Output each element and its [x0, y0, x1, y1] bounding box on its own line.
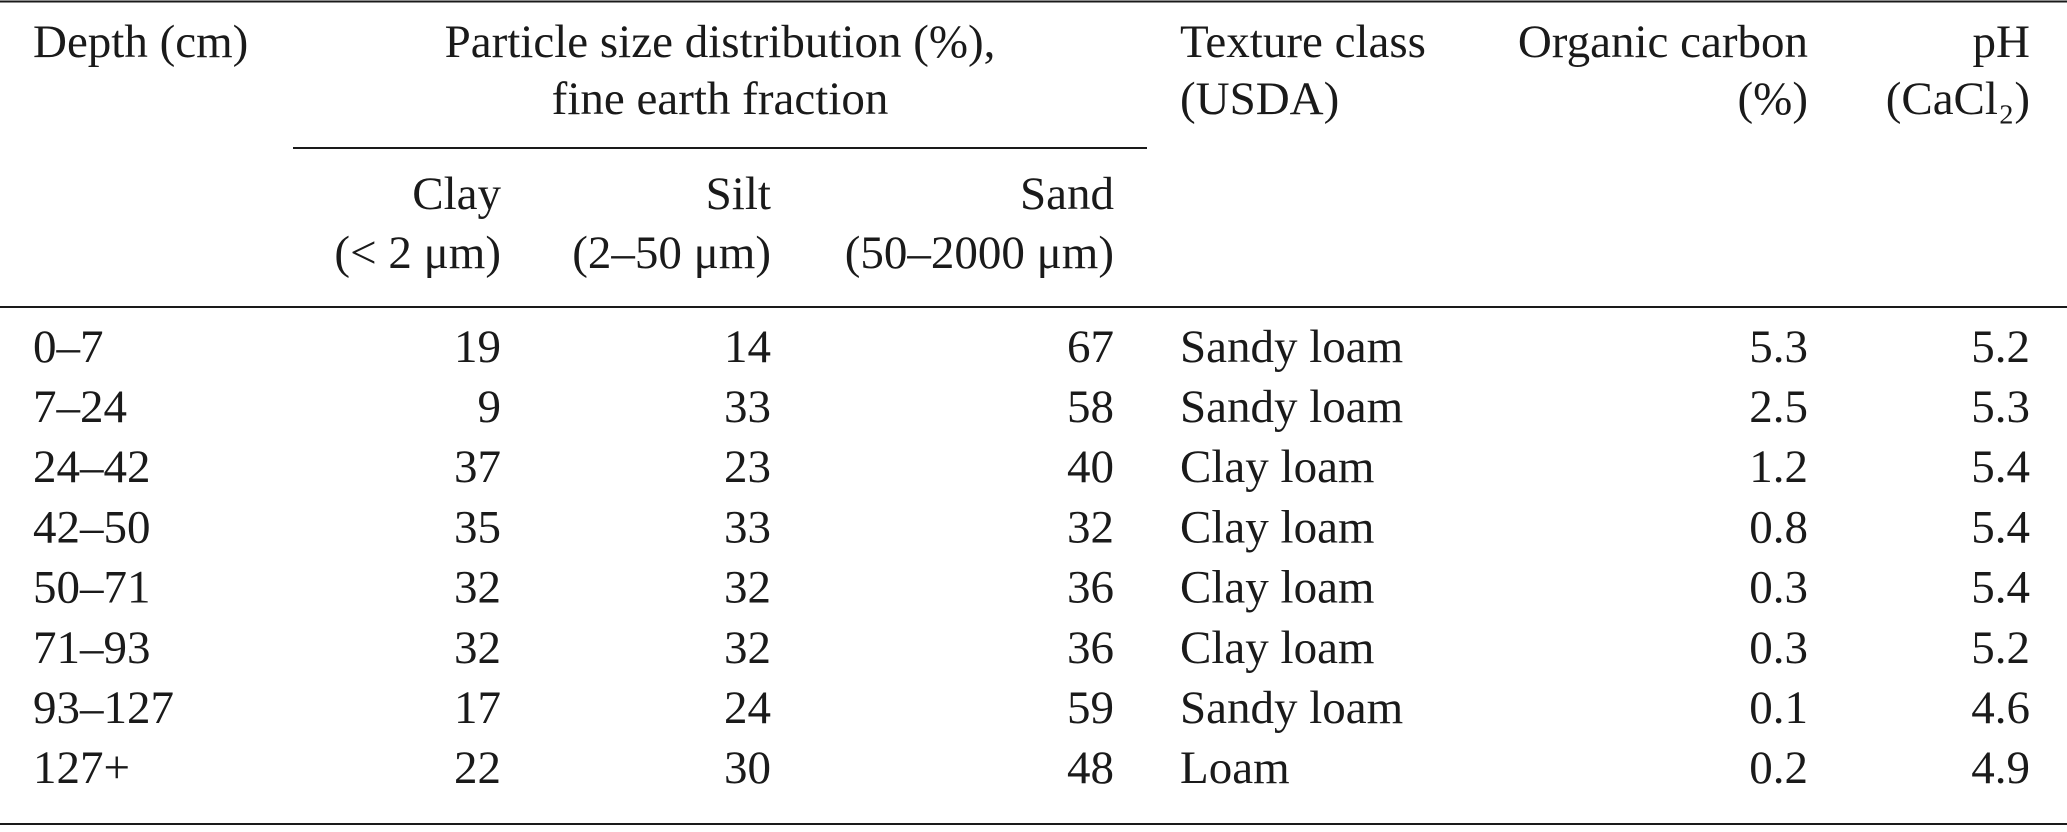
header-cell: fine earth fraction [552, 73, 889, 125]
table-cell: 50–71 [33, 562, 151, 614]
table-cell: 127+ [33, 742, 130, 794]
table-cell: 5.3 [1971, 381, 2030, 433]
table-cell: 0–7 [33, 321, 104, 373]
table-cell: 7–24 [33, 381, 127, 433]
table-cell: 32 [724, 562, 771, 614]
table-cell: 5.3 [1749, 321, 1808, 373]
table-cell: 32 [724, 622, 771, 674]
table-cell: 35 [454, 501, 501, 553]
table-cell: 24–42 [33, 441, 151, 493]
table-cell: 24 [724, 682, 771, 734]
table-cell: 67 [1067, 321, 1114, 373]
header-cell: Texture class [1180, 16, 1426, 68]
header-cell: (CaCl₂) [1886, 73, 2030, 125]
table-cell: 37 [454, 441, 501, 493]
table-cell: 71–93 [33, 622, 151, 674]
table-cell: Clay loam [1180, 501, 1375, 553]
table-cell: 23 [724, 441, 771, 493]
table-cell: 59 [1067, 682, 1114, 734]
table-cell: 1.2 [1749, 441, 1808, 493]
subheader-cell: Clay [412, 168, 501, 220]
table-cell: 5.4 [1971, 441, 2030, 493]
table-cell: 4.9 [1971, 742, 2030, 794]
table-cell: Sandy loam [1180, 381, 1403, 433]
table-cell: 17 [454, 682, 501, 734]
table-cell: 0.1 [1749, 682, 1808, 734]
header-cell: Organic carbon [1518, 16, 1808, 68]
header-cell: (USDA) [1180, 73, 1339, 125]
subheader-cell: (2–50 μm) [572, 227, 771, 279]
table-cell: 9 [478, 381, 502, 433]
table-cell: 36 [1067, 562, 1114, 614]
subheader-cell: (50–2000 μm) [845, 227, 1114, 279]
table-cell: 30 [724, 742, 771, 794]
table-cell: 40 [1067, 441, 1114, 493]
table-cell: Sandy loam [1180, 321, 1403, 373]
table-cell: 0.3 [1749, 622, 1808, 674]
header-cell: pH [1973, 16, 2030, 68]
table-cell: 4.6 [1971, 682, 2030, 734]
header-cell: Depth (cm) [33, 16, 248, 68]
table-cell: 22 [454, 742, 501, 794]
table-cell: 5.4 [1971, 562, 2030, 614]
table-cell: 33 [724, 501, 771, 553]
table-cell: 93–127 [33, 682, 174, 734]
subheader-cell: Silt [706, 168, 771, 220]
table-cell: 5.4 [1971, 501, 2030, 553]
table-cell: Sandy loam [1180, 682, 1403, 734]
table-cell: 32 [454, 622, 501, 674]
table-cell: 36 [1067, 622, 1114, 674]
table-cell: 19 [454, 321, 501, 373]
table-cell: 14 [724, 321, 771, 373]
table-cell: 5.2 [1971, 321, 2030, 373]
table-cell: 33 [724, 381, 771, 433]
table-cell: 0.2 [1749, 742, 1808, 794]
header-cell: (%) [1738, 73, 1808, 125]
table-cell: 2.5 [1749, 381, 1808, 433]
table-cell: Clay loam [1180, 441, 1375, 493]
table-cell: Clay loam [1180, 622, 1375, 674]
table-cell: Clay loam [1180, 562, 1375, 614]
table-cell: 42–50 [33, 501, 151, 553]
table-cell: 5.2 [1971, 622, 2030, 674]
header-cell: Particle size distribution (%), [445, 16, 996, 68]
subheader-cell: Sand [1020, 168, 1114, 220]
table-cell: 32 [1067, 501, 1114, 553]
table-cell: 0.3 [1749, 562, 1808, 614]
table-cell: Loam [1180, 742, 1290, 794]
subheader-cell: (< 2 μm) [334, 227, 501, 279]
table-cell: 58 [1067, 381, 1114, 433]
table-cell: 0.8 [1749, 501, 1808, 553]
table-cell: 48 [1067, 742, 1114, 794]
table-cell: 32 [454, 562, 501, 614]
